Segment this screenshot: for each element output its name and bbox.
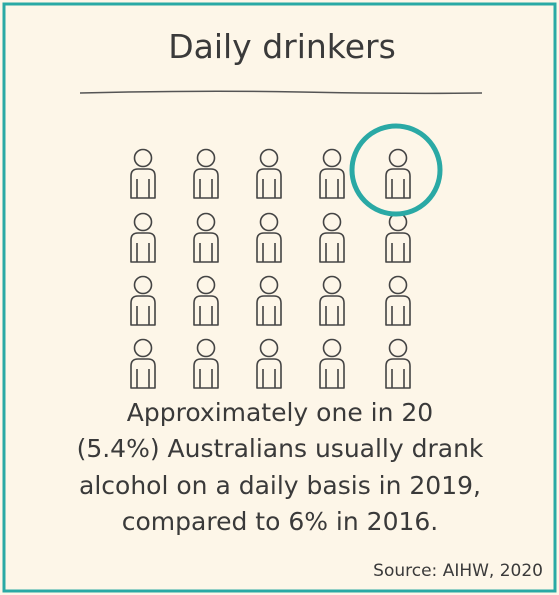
body-line: Approximately one in 20 <box>127 398 433 427</box>
divider <box>79 90 483 95</box>
body-line: compared to 6% in 2016. <box>122 507 438 536</box>
source: Source: AIHW, 2020 <box>373 561 543 581</box>
body-line: alcohol on a daily basis in 2019, <box>79 471 481 500</box>
highlight-circle <box>349 123 443 217</box>
body-line: (5.4%) Australians usually drank <box>77 434 484 463</box>
title: Daily drinkers <box>168 27 396 66</box>
